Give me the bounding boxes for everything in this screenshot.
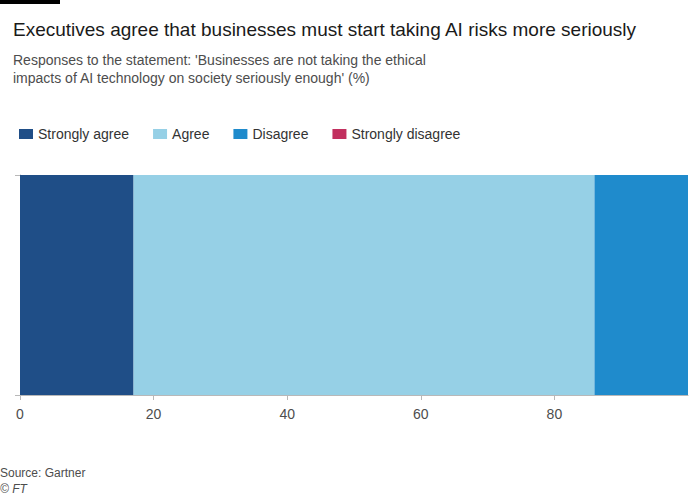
svg-text:0: 0 — [16, 406, 24, 422]
svg-text:20: 20 — [146, 406, 162, 422]
svg-text:impacts of AI technology on so: impacts of AI technology on society seri… — [13, 70, 370, 86]
svg-text:Responses to the statement: 'B: Responses to the statement: 'Businesses … — [13, 52, 430, 68]
svg-text:60: 60 — [413, 406, 429, 422]
svg-text:Disagree: Disagree — [252, 126, 308, 142]
svg-text:Executives agree that business: Executives agree that businesses must st… — [13, 19, 637, 40]
svg-text:80: 80 — [547, 406, 563, 422]
svg-text:Strongly agree: Strongly agree — [38, 126, 129, 142]
svg-text:© FT: © FT — [0, 482, 29, 496]
svg-text:Source: Gartner: Source: Gartner — [0, 466, 85, 480]
svg-text:40: 40 — [279, 406, 295, 422]
svg-text:Agree: Agree — [172, 126, 210, 142]
svg-text:Strongly disagree: Strongly disagree — [351, 126, 460, 142]
